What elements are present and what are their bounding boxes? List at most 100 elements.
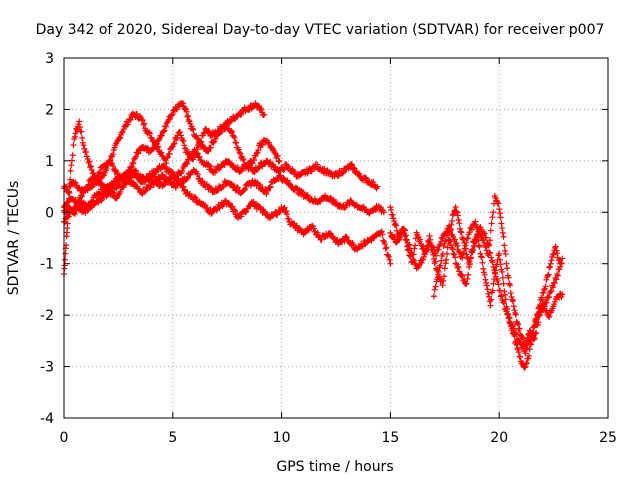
data-point xyxy=(447,227,454,234)
data-point xyxy=(194,150,201,157)
data-point xyxy=(67,167,74,174)
data-point xyxy=(453,239,460,246)
x-tick-label: 5 xyxy=(168,430,177,446)
data-point xyxy=(464,235,471,242)
data-point xyxy=(533,316,540,323)
data-point xyxy=(505,311,512,318)
x-tick-label: 0 xyxy=(60,430,69,446)
data-point xyxy=(156,135,163,142)
y-tick-label: -2 xyxy=(40,308,54,324)
data-point xyxy=(449,212,456,219)
data-point xyxy=(120,173,127,180)
data-point xyxy=(356,170,363,177)
data-point xyxy=(385,253,392,260)
data-point xyxy=(140,121,147,128)
data-point xyxy=(551,298,558,305)
data-point xyxy=(442,260,449,267)
data-point xyxy=(451,236,458,243)
data-point xyxy=(348,161,355,168)
data-point xyxy=(486,237,493,244)
data-point xyxy=(497,261,504,268)
data-point xyxy=(412,242,419,249)
data-point xyxy=(531,336,538,343)
data-point xyxy=(488,296,495,303)
data-point xyxy=(523,345,530,352)
data-point xyxy=(441,240,448,247)
data-point xyxy=(185,112,192,119)
data-point xyxy=(117,188,124,195)
data-point xyxy=(83,148,90,155)
data-point xyxy=(205,148,212,155)
data-point xyxy=(441,273,448,280)
data-point xyxy=(160,128,167,135)
data-point xyxy=(452,254,459,261)
data-point xyxy=(154,140,161,147)
y-tick-label: -1 xyxy=(40,257,54,273)
data-point xyxy=(432,283,439,290)
y-tick-label: -3 xyxy=(40,360,54,376)
data-point xyxy=(68,162,75,169)
data-point xyxy=(444,232,451,239)
data-point xyxy=(151,173,158,180)
data-point xyxy=(526,327,533,334)
data-point xyxy=(65,213,72,220)
x-axis-label: GPS time / hours xyxy=(276,459,393,475)
data-point xyxy=(171,140,178,147)
data-point xyxy=(541,286,548,293)
data-point xyxy=(192,194,199,201)
data-point xyxy=(542,283,549,290)
data-point xyxy=(234,184,241,191)
data-point xyxy=(108,160,115,167)
data-point xyxy=(474,231,481,238)
data-point xyxy=(229,129,236,136)
data-point xyxy=(189,125,196,132)
data-point xyxy=(554,250,561,257)
data-point xyxy=(441,265,448,272)
data-point xyxy=(465,271,472,278)
data-point xyxy=(453,208,460,215)
data-point xyxy=(486,249,493,256)
data-point xyxy=(283,208,290,215)
data-point xyxy=(66,188,73,195)
data-point xyxy=(233,139,240,146)
data-point xyxy=(454,212,461,219)
data-point xyxy=(461,245,468,252)
data-point xyxy=(139,117,146,124)
data-point xyxy=(280,166,287,173)
data-point xyxy=(117,134,124,141)
data-point xyxy=(481,271,488,278)
data-point xyxy=(513,331,520,338)
data-point xyxy=(387,260,394,267)
data-point xyxy=(225,158,232,165)
data-point xyxy=(124,121,131,128)
data-point xyxy=(362,174,369,181)
data-point xyxy=(455,216,462,223)
data-point xyxy=(456,268,463,275)
data-point xyxy=(88,166,95,173)
data-point xyxy=(71,133,78,140)
data-point xyxy=(265,187,271,194)
data-point xyxy=(314,161,321,168)
data-point xyxy=(489,259,496,266)
data-point xyxy=(501,288,508,295)
data-point xyxy=(177,132,184,139)
data-point xyxy=(153,169,160,176)
data-point xyxy=(487,250,494,257)
data-point xyxy=(175,175,182,182)
data-point xyxy=(393,222,400,229)
data-point xyxy=(79,134,86,141)
data-point xyxy=(460,250,467,257)
data-point xyxy=(259,141,266,148)
data-point xyxy=(432,258,439,265)
data-point xyxy=(548,288,555,295)
data-point xyxy=(402,232,409,239)
data-point xyxy=(299,189,306,196)
data-point xyxy=(350,164,357,171)
data-point xyxy=(443,256,450,263)
data-point xyxy=(557,263,564,270)
data-point xyxy=(86,203,93,210)
data-point xyxy=(225,120,232,127)
data-point xyxy=(530,329,537,336)
data-point xyxy=(430,293,437,300)
